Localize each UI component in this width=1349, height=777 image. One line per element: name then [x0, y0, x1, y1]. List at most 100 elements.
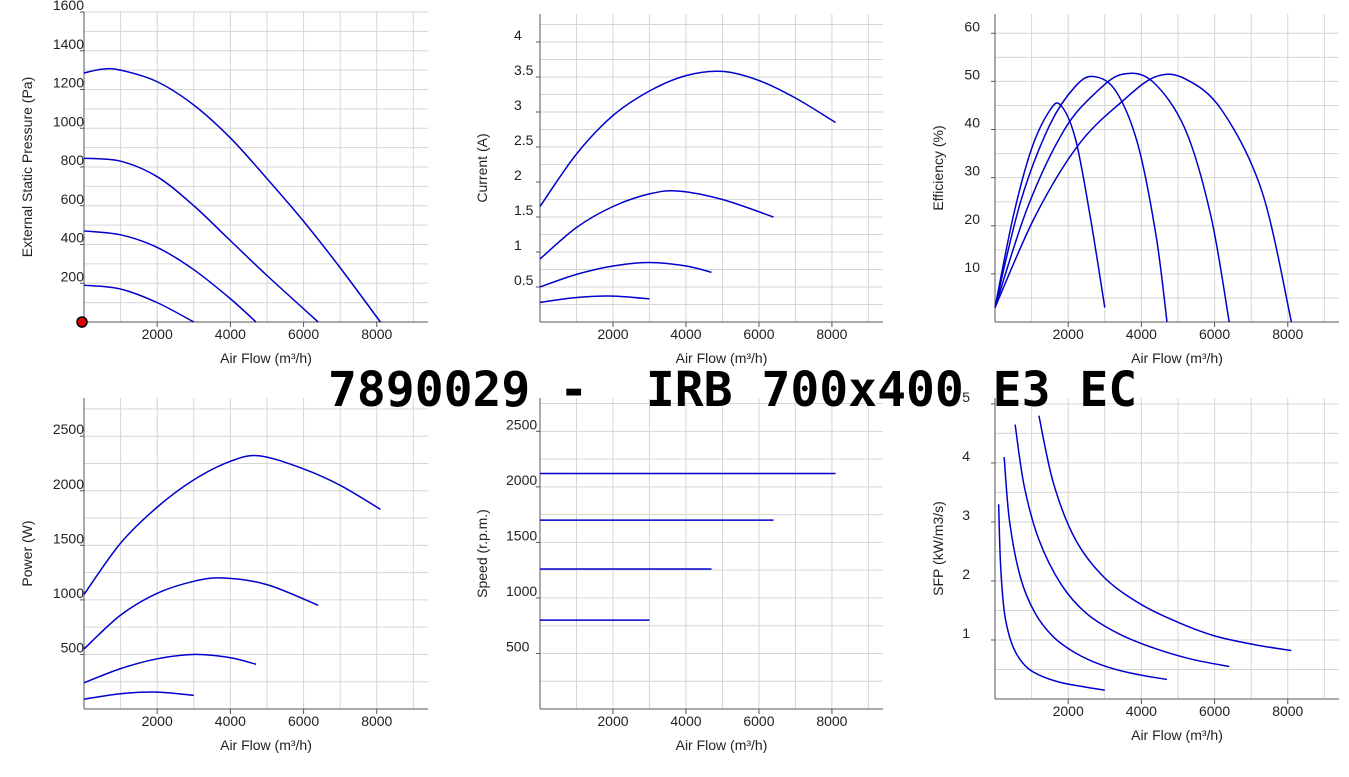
- y-tick-label: 30: [964, 163, 980, 179]
- current-chart: 2000 4000 6000 8000 0.5 1 1.5 2 2.5 3 3.5 4 Air Flow…: [474, 14, 883, 366]
- sfp-series-3: [1014, 424, 1230, 668]
- x-tick-label: 6000: [743, 713, 774, 729]
- current-series-2: [539, 190, 774, 260]
- power-series-4: [83, 691, 194, 700]
- x-tick-label: 2000: [1053, 326, 1084, 342]
- x-axis-label: Air Flow (m³/h): [676, 737, 768, 753]
- power-series-2: [83, 577, 319, 650]
- x-tick-label: 4000: [215, 326, 246, 342]
- y-tick-label: 1400: [53, 36, 84, 52]
- operating-point-marker[interactable]: [76, 316, 88, 328]
- y-tick-label: 2: [514, 167, 522, 183]
- y-tick-label: 1200: [53, 75, 84, 91]
- x-tick-label: 2000: [597, 326, 628, 342]
- y-axis-label: Power (W): [19, 520, 35, 586]
- pressure-series-4: [83, 284, 195, 323]
- y-axis-label: SFP (kW/m3/s): [930, 501, 946, 596]
- y-tick-label: 2.5: [514, 132, 534, 148]
- current-series-4: [539, 295, 650, 304]
- y-tick-label: 2000: [506, 472, 537, 488]
- x-tick-label: 6000: [288, 713, 319, 729]
- x-tick-label: 8000: [361, 326, 392, 342]
- efficiency-series-3: [994, 72, 1230, 323]
- y-tick-label: 3.5: [514, 62, 534, 78]
- sfp-chart: 2000 4000 6000 8000 1 2 3 4 5 Air Flow (m³/h) SFP …: [930, 389, 1339, 743]
- x-tick-label: 8000: [816, 326, 847, 342]
- pressure-series-3: [83, 230, 257, 323]
- y-tick-label: 1600: [53, 0, 84, 13]
- current-series-1: [539, 70, 836, 207]
- y-tick-label: 10: [964, 259, 980, 275]
- x-tick-label: 2000: [142, 326, 173, 342]
- x-tick-label: 8000: [816, 713, 847, 729]
- y-tick-label: 1000: [53, 113, 84, 129]
- y-tick-label: 2500: [53, 421, 84, 437]
- y-axis-label: Speed (r.p.m.): [474, 509, 490, 598]
- y-tick-label: 40: [964, 115, 980, 131]
- y-axis-label: Efficiency (%): [930, 125, 946, 210]
- y-tick-label: 50: [964, 66, 980, 82]
- x-tick-label: 6000: [1199, 703, 1230, 719]
- y-tick-label: 500: [506, 638, 530, 654]
- power-series-3: [83, 653, 257, 684]
- y-tick-label: 4: [962, 448, 970, 464]
- y-tick-label: 1000: [53, 585, 84, 601]
- x-tick-label: 2000: [597, 713, 628, 729]
- x-tick-label: 6000: [288, 326, 319, 342]
- y-tick-label: 1: [962, 625, 970, 641]
- x-tick-label: 8000: [1272, 326, 1303, 342]
- y-tick-label: 400: [61, 230, 85, 246]
- efficiency-chart: 2000 4000 6000 8000 10 20 30 40 50 60 Air Flow (m³…: [930, 14, 1339, 366]
- y-tick-label: 1: [514, 237, 522, 253]
- y-tick-label: 4: [514, 27, 522, 43]
- x-tick-label: 2000: [1053, 703, 1084, 719]
- x-tick-label: 2000: [142, 713, 173, 729]
- x-tick-label: 6000: [1199, 326, 1230, 342]
- y-tick-label: 2500: [506, 416, 537, 432]
- pressure-chart: 2000 4000 6000 8000 200 400 600 800 1000 1200 1400…: [19, 0, 428, 366]
- x-axis-label: Air Flow (m³/h): [1131, 727, 1223, 743]
- y-tick-label: 20: [964, 211, 980, 227]
- power-series-1: [83, 454, 381, 595]
- y-tick-label: 3: [962, 507, 970, 523]
- x-tick-label: 8000: [361, 713, 392, 729]
- y-tick-label: 200: [61, 268, 85, 284]
- x-axis-label: Air Flow (m³/h): [220, 737, 312, 753]
- y-tick-label: 0.5: [514, 272, 534, 288]
- efficiency-series-2: [994, 75, 1168, 323]
- pressure-series-1: [83, 67, 382, 323]
- pressure-series-2: [83, 157, 319, 323]
- x-tick-label: 4000: [215, 713, 246, 729]
- y-tick-label: 1500: [506, 527, 537, 543]
- y-tick-label: 1500: [53, 530, 84, 546]
- sfp-series-4: [1038, 415, 1292, 652]
- sfp-series-1: [997, 504, 1105, 691]
- x-tick-label: 6000: [743, 326, 774, 342]
- efficiency-series-4: [994, 73, 1293, 323]
- x-axis-label: Air Flow (m³/h): [220, 350, 312, 366]
- x-axis-label: Air Flow (m³/h): [676, 350, 768, 366]
- y-tick-label: 1000: [506, 583, 537, 599]
- y-axis-label: External Static Pressure (Pa): [19, 77, 35, 258]
- efficiency-series-1: [994, 102, 1106, 308]
- y-tick-label: 60: [964, 18, 980, 34]
- page-title: 7890029 - IRB 700x400 E3 EC: [328, 362, 1138, 418]
- x-axis-label: Air Flow (m³/h): [1131, 350, 1223, 366]
- y-tick-label: 3: [514, 97, 522, 113]
- y-tick-label: 2: [962, 566, 970, 582]
- y-tick-label: 5: [962, 389, 970, 405]
- x-tick-label: 8000: [1272, 703, 1303, 719]
- y-tick-label: 1.5: [514, 202, 534, 218]
- x-tick-label: 4000: [670, 326, 701, 342]
- y-tick-label: 800: [61, 152, 85, 168]
- y-tick-label: 500: [61, 639, 85, 655]
- x-tick-label: 4000: [670, 713, 701, 729]
- sfp-series-2: [1003, 456, 1168, 681]
- power-chart: 2000 4000 6000 8000 500 1000 1500 2000 2500 Air F…: [19, 398, 428, 753]
- current-series-3: [539, 261, 712, 288]
- y-tick-label: 2000: [53, 476, 84, 492]
- x-tick-label: 4000: [1126, 703, 1157, 719]
- x-tick-label: 4000: [1126, 326, 1157, 342]
- y-axis-label: Current (A): [474, 133, 490, 202]
